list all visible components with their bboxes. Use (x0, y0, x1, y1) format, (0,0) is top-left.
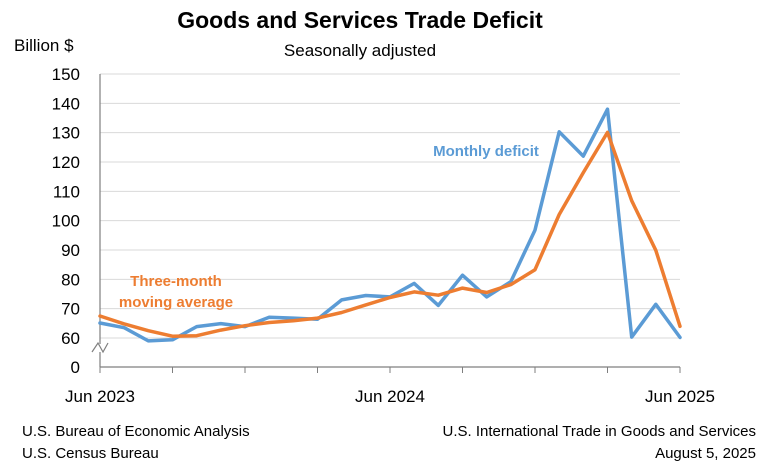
axis-break-icon (91, 341, 109, 354)
footer-left-line1: U.S. Bureau of Economic Analysis (22, 423, 250, 440)
y-tick-0: 0 (71, 358, 80, 377)
x-tick-labels: Jun 2023 Jun 2024 Jun 2025 (65, 387, 715, 406)
y-tick-110: 110 (53, 182, 80, 201)
footer-left-line2: U.S. Census Bureau (22, 445, 159, 462)
y-tick-90: 90 (61, 241, 80, 260)
x-tick-label-2: Jun 2025 (645, 387, 715, 406)
moving-average-label-line1: Three-month (130, 273, 222, 290)
axes (91, 74, 681, 373)
moving-average-line (98, 130, 682, 338)
x-tick-label-1: Jun 2024 (355, 387, 425, 406)
y-axis-label: Billion $ (14, 36, 74, 55)
footer-right-line2: August 5, 2025 (655, 445, 756, 462)
footer-right-line1: U.S. International Trade in Goods and Se… (442, 423, 756, 440)
y-tick-140: 140 (52, 94, 80, 113)
monthly-deficit-label: Monthly deficit (433, 143, 539, 160)
y-tick-130: 130 (52, 124, 80, 143)
moving-average-label-line2: moving average (119, 294, 233, 311)
y-tick-100: 100 (52, 212, 80, 231)
y-tick-120: 120 (52, 153, 80, 172)
y-tick-150: 150 (52, 65, 80, 84)
y-tick-labels: 0 60 70 80 90 100 110 120 130 140 150 (52, 65, 80, 377)
chart-title: Goods and Services Trade Deficit (177, 7, 543, 33)
chart-subtitle: Seasonally adjusted (284, 41, 436, 60)
series-lines (98, 107, 682, 343)
x-tick-label-0: Jun 2023 (65, 387, 135, 406)
y-tick-60: 60 (61, 329, 80, 348)
y-gridlines (100, 73, 680, 339)
y-tick-80: 80 (61, 270, 80, 289)
y-tick-70: 70 (61, 300, 80, 319)
